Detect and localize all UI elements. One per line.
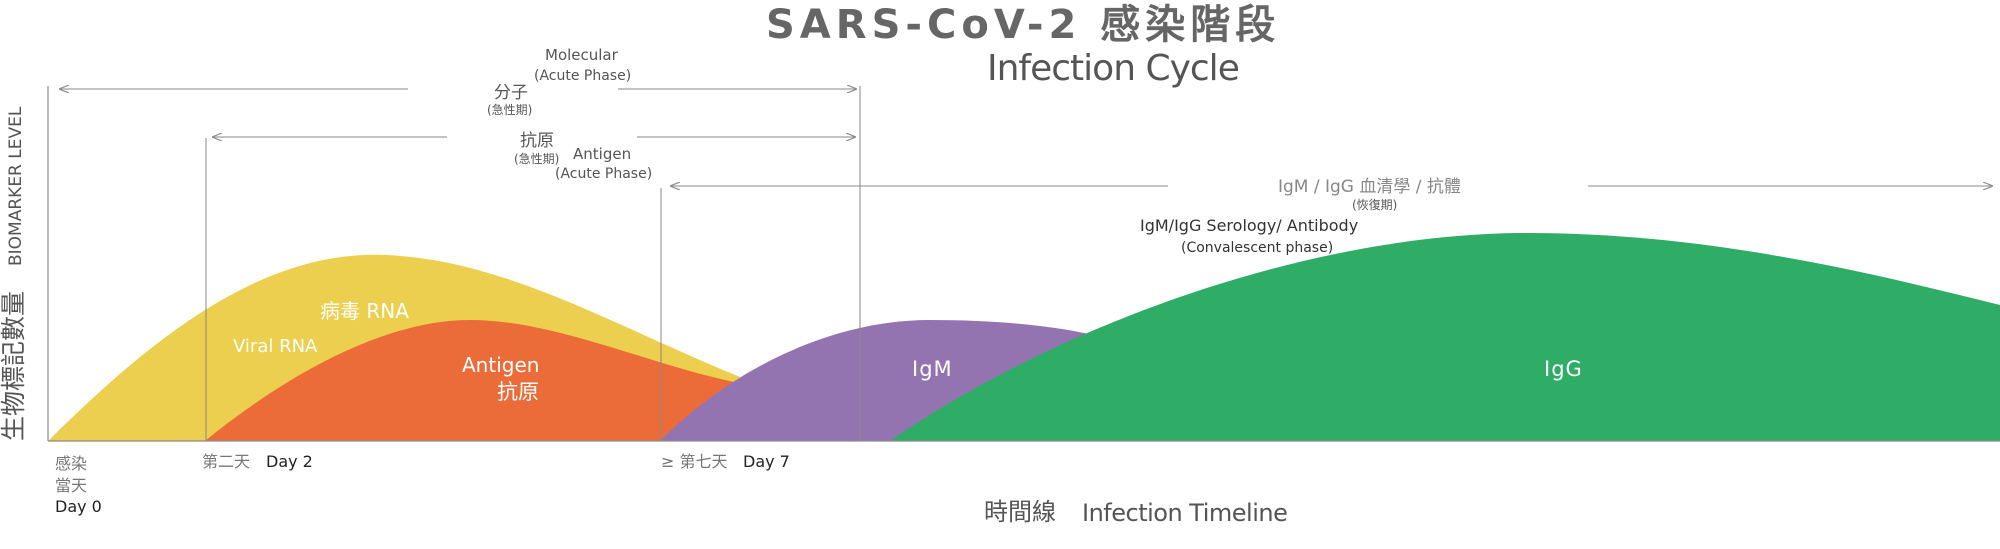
x-axis-label-en: Infection Timeline: [1082, 499, 1287, 527]
day0-label-en: Day 0: [55, 497, 102, 516]
y-axis-label-zh: 生物標記數量: [0, 291, 28, 441]
day0-label-zh-1: 感染: [55, 454, 87, 473]
serology-label-zh: IgM / IgG 血清學 / 抗體: [1278, 177, 1461, 197]
y-axis-label-en: BIOMARKER LEVEL: [6, 106, 26, 266]
day0-label-zh-2: 當天: [55, 476, 87, 495]
antigen-curve-label-zh: 抗原: [497, 380, 539, 404]
igg-label: IgG: [1544, 357, 1583, 381]
serology-sub-zh: (恢復期): [1352, 197, 1397, 212]
antigen-curve: [205, 320, 750, 441]
antigen-phase-label-zh: 抗原: [520, 131, 554, 151]
igm-label: IgM: [912, 357, 953, 381]
serology-label-en: IgM/IgG Serology/ Antibody: [1140, 216, 1358, 235]
day2-label-en: Day 2: [266, 452, 313, 471]
molecular-sub-zh: (急性期): [487, 102, 532, 117]
day7-label-zh: ≥ 第七天: [661, 452, 728, 471]
day2-label-zh: 第二天: [202, 452, 250, 471]
title-en: Infection Cycle: [987, 48, 1239, 89]
title-zh: SARS-CoV-2 感染階段: [766, 2, 1280, 48]
viral-rna-label-zh: 病毒 RNA: [320, 299, 409, 323]
antigen-phase-sub-en: (Acute Phase): [555, 166, 652, 182]
molecular-label-zh: 分子: [494, 83, 528, 103]
viral-rna-label-en: Viral RNA: [233, 336, 318, 357]
antigen-curve-label-en: Antigen: [462, 353, 539, 377]
igg-curve: [890, 232, 2000, 441]
antigen-phase-sub-zh: (急性期): [514, 151, 559, 166]
molecular-label-en: Molecular: [545, 46, 619, 64]
serology-sub-en: (Convalescent phase): [1181, 240, 1333, 256]
antigen-phase-label-en: Antigen: [573, 145, 631, 163]
x-axis-label-zh: 時間線: [984, 498, 1056, 526]
molecular-sub-en: (Acute Phase): [534, 68, 631, 84]
day7-label-en: Day 7: [743, 452, 790, 471]
